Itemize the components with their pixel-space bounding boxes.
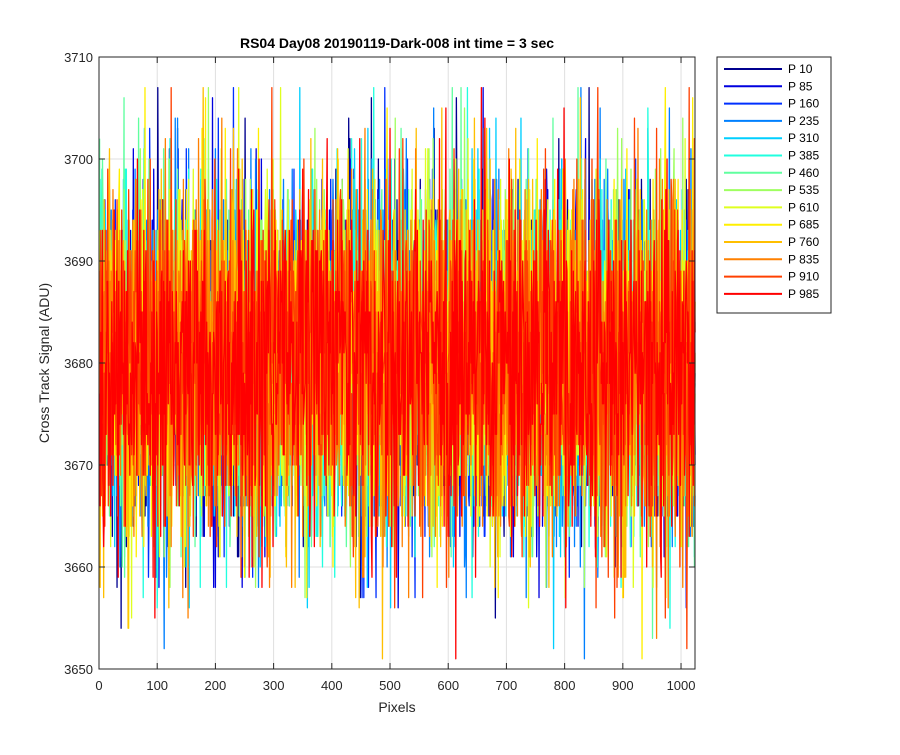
series-line [98,86,696,660]
chart-title: RS04 Day08 20190119-Dark-008 int time = … [240,35,554,51]
x-axis-label: Pixels [378,699,415,715]
x-tick-label: 1000 [667,678,696,693]
legend-label: P 310 [788,131,819,145]
y-axis-label: Cross Track Signal (ADU) [36,283,52,443]
x-tick-label: 900 [612,678,634,693]
legend-label: P 985 [788,287,819,301]
x-tick-label: 600 [437,678,459,693]
legend-box [716,56,832,314]
legend-label: P 385 [788,149,819,163]
x-tick-label: 300 [263,678,285,693]
legend-label: P 760 [788,235,819,249]
y-tick-label: 3710 [64,50,93,65]
x-tick-label: 800 [554,678,576,693]
y-tick-label: 3680 [64,356,93,371]
legend-label: P 235 [788,114,819,128]
series-lines [98,86,696,660]
x-tick-label: 500 [379,678,401,693]
legend-label: P 835 [788,252,819,266]
legend-label: P 160 [788,97,819,111]
y-tick-label: 3690 [64,254,93,269]
legend-label: P 610 [788,200,819,214]
y-tick-label: 3700 [64,152,93,167]
axis-ticks: 0 100 200 300 400 500 600 700 800 900 1000 3650 3660… [64,50,695,693]
x-tick-label: 0 [95,678,102,693]
y-tick-label: 3650 [64,662,93,677]
legend-label: P 910 [788,270,819,284]
x-tick-label: 200 [205,678,227,693]
legend: P 10 P 85 P 160 P 235 P 310 P 385 P 460 P 535 P … [716,56,832,314]
legend-label: P 460 [788,166,819,180]
x-tick-label: 700 [496,678,518,693]
x-tick-label: 100 [146,678,168,693]
legend-label: P 85 [788,79,813,93]
legend-label: P 10 [788,62,813,76]
x-tick-label: 400 [321,678,343,693]
legend-label: P 535 [788,183,819,197]
legend-label: P 685 [788,218,819,232]
y-tick-label: 3660 [64,560,93,575]
y-tick-label: 3670 [64,458,93,473]
